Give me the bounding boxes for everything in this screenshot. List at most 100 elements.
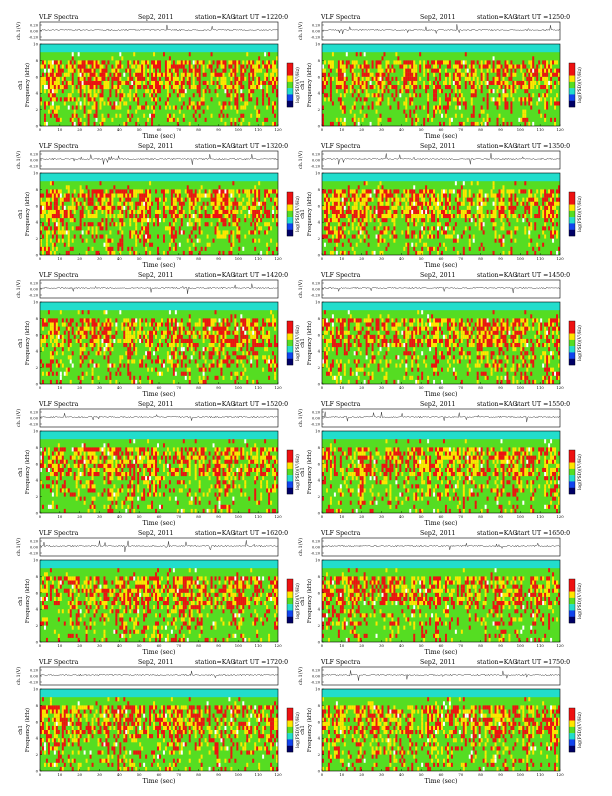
spectrogram-cell <box>437 81 439 85</box>
spectrogram-cell <box>179 110 181 114</box>
spectrogram-cell <box>471 60 473 64</box>
spectrogram-cell <box>439 101 441 105</box>
spectrogram-cell <box>211 198 213 202</box>
spectrogram-cell <box>175 331 177 335</box>
spectrogram-cell <box>175 372 177 376</box>
spectrogram-cell <box>506 65 508 69</box>
spectrogram-cell <box>213 331 215 335</box>
spectrogram-cell <box>117 206 119 210</box>
spectrogram-cell <box>380 97 382 101</box>
spectrogram-cell <box>445 210 447 214</box>
spectrogram-cell <box>354 194 356 198</box>
spectrogram-cell <box>403 247 405 251</box>
spectrogram-cell <box>266 359 268 363</box>
spectrogram-cell <box>246 189 248 193</box>
spectrogram-cell <box>324 243 326 247</box>
spectrogram-cell <box>46 343 48 347</box>
spectrogram-cell <box>179 189 181 193</box>
x-tick-label: 0 <box>321 127 324 132</box>
spectrogram-cell <box>119 101 121 105</box>
spectrogram-cell <box>177 214 179 218</box>
x-tick-label: 120 <box>274 385 282 390</box>
spectrogram-cell <box>389 210 391 214</box>
spectrogram-cell <box>215 210 217 214</box>
spectrogram-cell <box>145 202 147 206</box>
spectrogram-cell <box>461 60 463 64</box>
spectrogram-cell <box>469 206 471 210</box>
spectrogram-cell <box>465 77 467 81</box>
spectrogram-cell <box>185 364 187 368</box>
spectrogram-cell <box>378 198 380 202</box>
colorbar-segment <box>287 192 293 198</box>
spectrogram-cell <box>203 372 205 376</box>
spectrogram-cell <box>90 318 92 322</box>
spectrogram-cell <box>88 351 90 355</box>
spectrogram-cell <box>56 69 58 73</box>
spectrogram-cell <box>234 339 236 343</box>
spectrogram-cell <box>260 343 262 347</box>
spectrogram-cell <box>203 60 205 64</box>
spectrogram-cell <box>324 206 326 210</box>
spectrogram-cell <box>479 218 481 222</box>
spectrogram-cell <box>360 226 362 230</box>
spectrogram-cell <box>387 202 389 206</box>
spectrogram-cell <box>502 122 504 126</box>
spectrogram-cell <box>105 218 107 222</box>
spectrogram-cell <box>459 85 461 89</box>
spectrogram-cell <box>435 93 437 97</box>
spectrogram-cell <box>358 118 360 122</box>
spectrogram-cell <box>197 194 199 198</box>
spectrogram-cell <box>107 85 109 89</box>
spectrogram-cell <box>62 343 64 347</box>
spectrogram-cell <box>346 65 348 69</box>
spectrogram-cell <box>88 73 90 77</box>
spectrogram-cell <box>502 81 504 85</box>
spectrogram-cell <box>395 194 397 198</box>
spectrogram-cell <box>157 206 159 210</box>
spectrogram-cell <box>376 60 378 64</box>
spectrogram-cell <box>155 69 157 73</box>
spectrogram-cell <box>161 81 163 85</box>
spectrogram-cell <box>382 206 384 210</box>
spectrogram-cell <box>123 101 125 105</box>
spectrogram-cell <box>405 106 407 110</box>
spectrogram-cell <box>187 347 189 351</box>
spectrogram-cell <box>441 214 443 218</box>
spectrogram-cell <box>493 77 495 81</box>
spectrogram-cell <box>96 101 98 105</box>
spectrogram-cell <box>260 210 262 214</box>
spectrogram-cell <box>205 323 207 327</box>
spectrogram-cell <box>54 89 56 93</box>
spectrogram-cell <box>524 81 526 85</box>
spectrogram-cell <box>477 81 479 85</box>
spectrogram-cell <box>336 218 338 222</box>
spectrogram-cell <box>256 331 258 335</box>
spectrogram-cell <box>236 210 238 214</box>
spectrogram-cell <box>205 331 207 335</box>
spectrogram-cell <box>479 114 481 118</box>
spectrogram-cell <box>189 339 191 343</box>
spectrogram-cell <box>471 97 473 101</box>
spectrogram-cell <box>270 368 272 372</box>
spectrogram-cell <box>254 73 256 77</box>
spectrogram-cell <box>179 206 181 210</box>
spectrogram-cell <box>338 214 340 218</box>
spectrogram-cell <box>125 327 127 331</box>
spectrogram-cell <box>193 343 195 347</box>
spectrogram-cell <box>423 202 425 206</box>
spectrogram-cell <box>326 93 328 97</box>
spectrogram-cell <box>189 77 191 81</box>
spectrogram-cell <box>546 69 548 73</box>
spectrogram-cell <box>506 122 508 126</box>
spectrogram-cell <box>111 347 113 351</box>
spectrogram-cell <box>143 85 145 89</box>
spectrogram-cell <box>119 339 121 343</box>
spectrogram-cell <box>82 85 84 89</box>
spectrogram-cell <box>360 81 362 85</box>
spectrogram-cell <box>157 323 159 327</box>
spectrogram-cell <box>356 52 358 56</box>
spectrogram-cell <box>175 189 177 193</box>
spectrogram-cell <box>385 65 387 69</box>
spectrogram-cell <box>56 81 58 85</box>
spectrogram-cell <box>151 73 153 77</box>
